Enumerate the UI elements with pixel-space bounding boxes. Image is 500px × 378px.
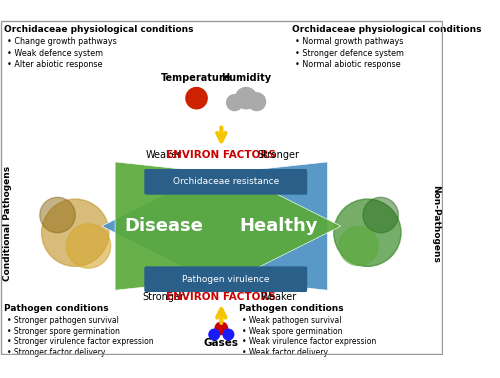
Text: • Stronger virulence factor expression: • Stronger virulence factor expression	[7, 337, 154, 346]
Text: • Normal growth pathways: • Normal growth pathways	[295, 37, 403, 46]
Circle shape	[42, 199, 109, 266]
Text: Humidity: Humidity	[221, 73, 271, 83]
Text: • Stronger pathogen survival: • Stronger pathogen survival	[7, 316, 119, 325]
Circle shape	[186, 88, 207, 109]
Text: Pathogen conditions: Pathogen conditions	[239, 304, 344, 313]
Text: • Weak factor delivery: • Weak factor delivery	[242, 348, 328, 357]
Circle shape	[66, 224, 110, 268]
Circle shape	[334, 199, 401, 266]
Text: • Weak pathogen survival: • Weak pathogen survival	[242, 316, 341, 325]
Text: Non-Pathogens: Non-Pathogens	[431, 185, 440, 263]
Text: ENVIRON FACTORS: ENVIRON FACTORS	[166, 150, 276, 160]
Circle shape	[248, 93, 266, 110]
FancyBboxPatch shape	[144, 266, 307, 292]
Polygon shape	[115, 162, 341, 290]
Text: Stronger: Stronger	[258, 150, 300, 160]
Text: Weaker: Weaker	[260, 292, 297, 302]
Circle shape	[363, 197, 398, 233]
Text: • Alter abiotic response: • Alter abiotic response	[7, 60, 102, 69]
Circle shape	[209, 329, 220, 340]
Polygon shape	[102, 162, 328, 290]
Text: • Change growth pathways: • Change growth pathways	[7, 37, 117, 46]
Text: Disease: Disease	[124, 217, 203, 235]
Circle shape	[40, 197, 76, 233]
Text: • Weak virulence factor expression: • Weak virulence factor expression	[242, 337, 376, 346]
Text: • Normal abiotic response: • Normal abiotic response	[295, 60, 401, 69]
Text: Conditional Pathogens: Conditional Pathogens	[2, 166, 12, 282]
Text: • Stronger defence system: • Stronger defence system	[295, 49, 404, 57]
Text: • Weak defence system: • Weak defence system	[7, 49, 103, 57]
Text: • Stronger spore germination: • Stronger spore germination	[7, 327, 120, 336]
Text: Healthy: Healthy	[240, 217, 318, 235]
Circle shape	[226, 94, 242, 110]
Text: Orchidaceae physiological conditions: Orchidaceae physiological conditions	[292, 25, 482, 34]
Text: ENVIRON FACTORS: ENVIRON FACTORS	[166, 292, 276, 302]
FancyBboxPatch shape	[144, 169, 307, 195]
Circle shape	[223, 329, 234, 340]
Text: Weaker: Weaker	[146, 150, 182, 160]
Text: • Weak spore germination: • Weak spore germination	[242, 327, 342, 336]
Circle shape	[236, 88, 256, 109]
Text: Temperature: Temperature	[162, 73, 232, 83]
Text: Pathogen virulence: Pathogen virulence	[182, 275, 270, 284]
Text: Gases: Gases	[204, 338, 239, 349]
Circle shape	[215, 322, 228, 335]
Text: Pathogen conditions: Pathogen conditions	[4, 304, 109, 313]
Text: Stronger: Stronger	[143, 292, 185, 302]
Text: • Stronger factor delivery: • Stronger factor delivery	[7, 348, 105, 357]
Circle shape	[339, 226, 378, 265]
Text: Orchidaceae resistance: Orchidaceae resistance	[172, 177, 279, 186]
Text: Orchidaceae physiological conditions: Orchidaceae physiological conditions	[4, 25, 194, 34]
